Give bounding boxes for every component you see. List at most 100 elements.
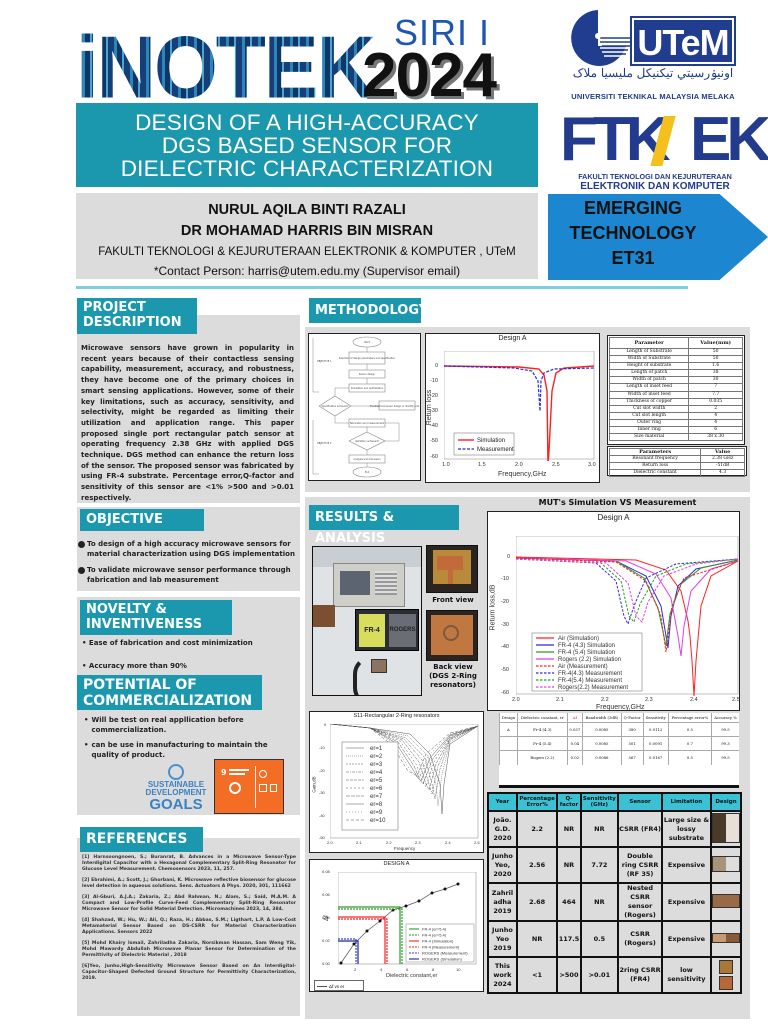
sensor-metrics-table: Design Dielectric constant, εr Δf Bandwidt…	[499, 713, 739, 788]
table-row: Zahril adha 2019 2.68 464 NR Nested CSRR sen…	[487, 882, 743, 922]
s11-plot: er=1 er=2 er=3 er=4 er=5 er=6 er=7 er=8 …	[330, 724, 479, 839]
svg-text:er=10: er=10	[370, 818, 386, 824]
svg-text:er=5: er=5	[370, 778, 383, 784]
references-heading: REFERENCES	[80, 827, 203, 852]
results-summary-table: Parameters Value Resonant frequency 2.38 G…	[607, 446, 747, 478]
svg-text:FR-4 (er=5.4): FR-4 (er=5.4)	[422, 927, 447, 932]
reference-item: [2] Ebrahimi, A.; Scott, J.; Ghorbani, K…	[82, 878, 296, 889]
table-row: João. G.D. 2020 2.2 NR NR CSRR (FR4) Large si…	[487, 810, 743, 848]
fr4-sample: FR-4	[359, 614, 385, 647]
reference-item: [4] Shahzad, W.; Hu, W.; Ali, Q.; Raza, …	[82, 918, 296, 935]
design-thumbnail	[709, 846, 743, 884]
svg-text:er=7: er=7	[370, 794, 383, 800]
mut-simulation-vs-measurement-chart: Design A Air (Simulation) FR-4 (4.3) Sim…	[487, 511, 740, 711]
results-heading: RESULTS & ANALYSIS	[309, 505, 459, 546]
ftkek-line2: ELEKTRONIK DAN KOMPUTER	[580, 181, 730, 192]
poster-title: DESIGN OF A HIGH-ACCURACY DGS BASED SENS…	[76, 103, 538, 187]
references-list: [1] Harnsoongnoen, S.; Buranrat, B. Adva…	[82, 855, 296, 987]
svg-text:er=9: er=9	[370, 810, 383, 816]
project-description-panel	[77, 315, 300, 503]
measurement-setup-photo: FR-4 ROGERS	[312, 546, 422, 696]
author-name: NURUL AQILA BINTI RAZALI	[208, 202, 406, 218]
methodology-flowchart: Start Selection of design parameters and…	[308, 333, 425, 481]
commercialization-item: • can be use in manufacturing to maintain…	[84, 741, 268, 759]
back-view-label: Back view (DGS 2-Ring resonators)	[429, 663, 477, 689]
svg-text:er=6: er=6	[370, 786, 383, 792]
reference-item: [5] Mohd Khairy Ismail, Zahriladha Zakar…	[82, 941, 296, 958]
svg-text:Rogers (2.2) Simulation: Rogers (2.2) Simulation	[558, 657, 621, 663]
design-thumbnail	[709, 810, 743, 848]
title-line: DESIGN OF A HIGH-ACCURACY	[135, 109, 479, 135]
objective-item: To design of a high accuracy microwave s…	[78, 539, 298, 559]
svg-text:Air (Measurement): Air (Measurement)	[558, 664, 608, 670]
comparison-table-container: Year Percentage Error% Q-factor Sensitivit…	[487, 792, 743, 994]
svg-text:Fabrication and measurement: Fabrication and measurement	[350, 422, 385, 425]
flowchart-diagram: Start Selection of design parameters and…	[312, 336, 425, 478]
svg-text:Rogers(2.2) Measurement: Rogers(2.2) Measurement	[558, 685, 628, 691]
methodology-heading: METHODOLOGY	[309, 298, 428, 323]
svg-text:er=2: er=2	[370, 754, 383, 760]
svg-text:er=3: er=3	[370, 762, 383, 768]
target-icon	[78, 541, 85, 548]
utem-jawi-text: اونيۏرسيتي تيکنيکل مليسيا ملاک	[572, 66, 734, 80]
references-panel	[77, 838, 300, 1016]
delta-f-vs-permittivity-chart: DESIGN A FR-4 (er=5.4) FR-4 (er=5.4) FR-…	[309, 859, 484, 992]
svg-text:FR-4(5.4) Measurement: FR-4(5.4) Measurement	[558, 678, 622, 684]
svg-text:er=8: er=8	[370, 802, 383, 808]
svg-text:er=1: er=1	[370, 746, 383, 752]
objective-item: To validate microwave sensor performance…	[78, 565, 298, 585]
svg-text:FR-4 (Measurement): FR-4 (Measurement)	[422, 945, 460, 950]
table-row: Junho Yeo 2019 NR 117.5 0.5 CSRR (Rogers) Exp…	[487, 920, 743, 958]
svg-text:OBJECTIVE 2: OBJECTIVE 2	[317, 442, 332, 445]
target-icon	[78, 567, 85, 574]
utem-emblem-icon	[571, 10, 632, 66]
svg-text:Validation achieved?: Validation achieved?	[355, 440, 379, 443]
sdg-goal-9-icon: 9	[214, 759, 284, 814]
design-thumbnail	[709, 956, 743, 994]
event-series: SIRI I	[394, 12, 491, 53]
svg-text:FR-4(4.3) Measurement: FR-4(4.3) Measurement	[558, 671, 622, 677]
ftkek-line1: FAKULTI TEKNOLOGI DAN KEJURUTERAAN	[578, 172, 732, 181]
table-row: Junho Yeo, 2020 2.56 NR 7.72 Double ring CSR…	[487, 846, 743, 884]
svg-text:FR-4 (5.4) Simulation: FR-4 (5.4) Simulation	[558, 650, 615, 656]
svg-text:Sensor design: Sensor design	[359, 373, 376, 376]
svg-text:FR-4 (er=5.4): FR-4 (er=5.4)	[422, 933, 447, 938]
svg-text:FR-4 (Simulation): FR-4 (Simulation)	[422, 939, 454, 944]
contact-email: *Contact Person: harris@utem.edu.my (Sup…	[153, 264, 461, 278]
un-emblem-icon	[168, 764, 184, 780]
event-year: 2024	[362, 41, 497, 110]
novelty-item: • Accuracy more than 90%	[82, 662, 187, 670]
commercialization-heading: POTENTIAL OF COMMERCIALIZATION	[77, 675, 262, 710]
rogers-sample: ROGERS	[389, 614, 416, 647]
title-line: DIELECTRIC CHARACTERIZATION	[120, 155, 494, 181]
header-divider	[76, 286, 688, 289]
reference-item: [6]Yeo, Junho,High-Sensitivity Microwave…	[82, 964, 296, 981]
category-badge	[548, 194, 768, 280]
reference-item: [3] Al-Gburi, A.J.A.; Zakaria, Z.; Abd R…	[82, 895, 296, 912]
utem-full-name: UNIVERSITI TEKNIKAL MALAYSIA MELAKA	[571, 92, 735, 101]
parameter-table: Parameter Value(mm) Length of Substrate 50…	[607, 335, 745, 445]
novelty-heading: NOVELTY & INVENTIVENESS	[80, 600, 232, 635]
sdg-logo: SUSTAINABLE DEVELOPMENT GOALS	[145, 764, 207, 812]
table-row: This work 2024 <1 >500 >0.01 2ring CSRR (FR4…	[487, 956, 743, 994]
faculty-name: FAKULTI TEKNOLOGI & KEJURUTERAAN ELEKTRO…	[98, 246, 516, 258]
svg-text:Simulation and optimization: Simulation and optimization	[351, 387, 384, 390]
svg-text:Analysis and discussion: Analysis and discussion	[353, 458, 381, 461]
mut-chart-title: MUT's Simulation VS Measurement	[538, 498, 697, 507]
commercialization-item: • Will be test on real appllication befor…	[84, 716, 244, 734]
design-thumbnail	[709, 920, 743, 958]
s11-permittivity-sweep-chart: S11-Rectangular 2-Ring resonators er=1 e…	[309, 711, 484, 853]
design-a-return-loss-chart: Design A Simulation Measurement 0 -10 -2…	[425, 333, 600, 483]
svg-text:Selection of design parameters: Selection of design parameters and speci…	[339, 357, 396, 360]
title-line: DGS BASED SENSOR FOR	[161, 132, 453, 158]
resonance-table: Parameters Value Resonant frequency 2.38 G…	[608, 448, 745, 478]
metrics-table: Design Dielectric constant, εr Δf Bandwidt…	[499, 713, 739, 765]
author-block: NURUL AQILA BINTI RAZALI DR MOHAMAD HARR…	[76, 193, 538, 279]
svg-text:Measurement: Measurement	[477, 447, 514, 453]
svg-text:Troubleshoot sensor design or: Troubleshoot sensor design or identify p…	[370, 405, 419, 408]
svg-text:Simulation: Simulation	[477, 438, 505, 444]
front-view-photo	[426, 545, 478, 593]
delta-f-plot: FR-4 (er=5.4) FR-4 (er=5.4) FR-4 (Simula…	[338, 872, 477, 965]
reference-item: [1] Harnsoongnoen, S.; Buranrat, B. Adva…	[82, 855, 296, 872]
svg-text:Start: Start	[364, 341, 370, 344]
